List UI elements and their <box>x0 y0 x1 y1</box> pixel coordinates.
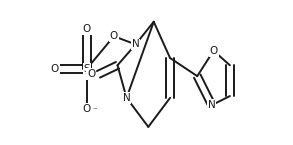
Text: ⁻: ⁻ <box>92 106 97 115</box>
Text: N: N <box>123 93 130 103</box>
Text: O: O <box>51 64 59 74</box>
Text: O: O <box>110 31 118 41</box>
Text: O: O <box>209 46 218 56</box>
Text: N: N <box>132 39 139 49</box>
Text: O: O <box>83 24 91 34</box>
Text: O: O <box>83 104 91 114</box>
Text: S: S <box>84 64 90 74</box>
Text: N: N <box>208 100 216 110</box>
Text: O: O <box>87 69 95 79</box>
